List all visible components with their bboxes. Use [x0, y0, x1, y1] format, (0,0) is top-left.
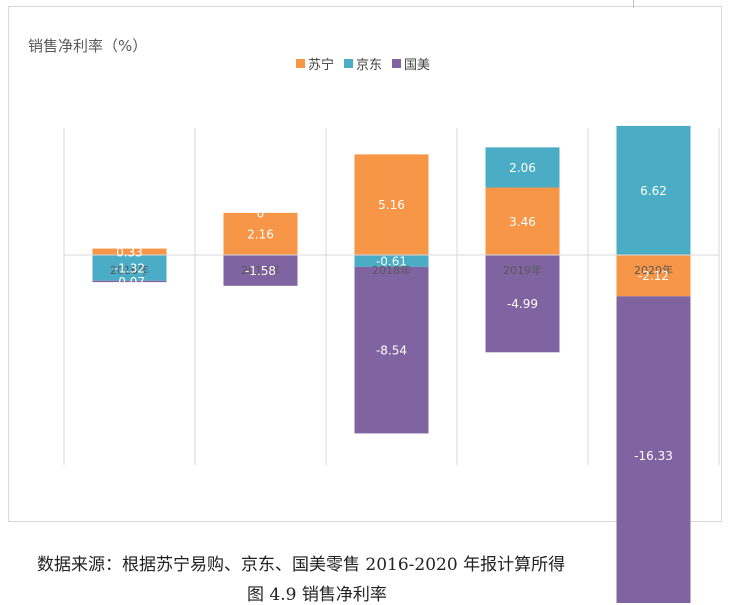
- x-tick-label-1: 2017年: [241, 263, 280, 277]
- data-label-jd-0: -1.32: [114, 261, 145, 275]
- bar-suning-0: [92, 248, 167, 255]
- bar-jd-3: [485, 147, 560, 188]
- x-tick-label-4: 2020年: [634, 263, 673, 277]
- data-label-jd-2: -0.61: [376, 254, 407, 268]
- data-label-suning-3: 3.46: [509, 215, 536, 229]
- data-label-jd-1: 0: [257, 206, 265, 220]
- bar-jd-4: [616, 125, 691, 255]
- legend-swatch-suning: [296, 59, 305, 68]
- legend-item-gome: 国美: [392, 54, 430, 73]
- bar-suning-1: [223, 212, 298, 255]
- bar-suning-3: [485, 187, 560, 255]
- bar-jd-2: [354, 255, 429, 267]
- chart-legend: 苏宁 京东 国美: [296, 54, 430, 73]
- bar-jd-0: [92, 255, 167, 281]
- data-label-suning-1: 2.16: [247, 227, 274, 241]
- legend-label-suning: 苏宁: [308, 58, 335, 73]
- bar-gome-3: [485, 255, 560, 353]
- x-tick-label-3: 2019年: [503, 263, 542, 277]
- data-label-suning-4: -2.12: [638, 269, 669, 283]
- data-label-gome-2: -8.54: [376, 344, 407, 358]
- bar-gome-0: [92, 280, 167, 283]
- data-source-note: 数据来源：根据苏宁易购、京东、国美零售 2016-2020 年报计算所得: [37, 555, 566, 575]
- bar-suning-2: [354, 154, 429, 255]
- x-tick-label-2: 2018年: [372, 263, 411, 277]
- legend-label-gome: 国美: [404, 58, 431, 73]
- x-tick-label-0: 2016年: [110, 263, 149, 277]
- data-label-suning-2: 5.16: [378, 198, 405, 212]
- data-label-gome-4: -16.33: [634, 449, 673, 463]
- data-label-suning-0: 0.33: [116, 245, 143, 259]
- page-edge-line: [633, 0, 634, 8]
- bar-gome-2: [354, 266, 429, 434]
- legend-item-suning: 苏宁: [296, 54, 334, 73]
- bar-suning-4: [616, 255, 691, 297]
- bar-gome-4: [616, 296, 691, 603]
- chart-title: 销售净利率（%）: [28, 37, 148, 55]
- figure-caption: 图 4.9 销售净利率: [247, 585, 387, 605]
- data-label-jd-4: 6.62: [640, 184, 667, 198]
- data-label-gome-3: -4.99: [507, 297, 538, 311]
- legend-label-jd: 京东: [356, 58, 383, 73]
- legend-swatch-gome: [392, 59, 402, 68]
- data-label-gome-0: -0.07: [114, 275, 145, 289]
- data-label-gome-1: -1.58: [245, 264, 276, 278]
- legend-item-jd: 京东: [344, 54, 382, 73]
- legend-swatch-jd: [344, 59, 354, 68]
- data-label-jd-3: 2.06: [509, 161, 536, 175]
- bar-gome-1: [223, 255, 298, 286]
